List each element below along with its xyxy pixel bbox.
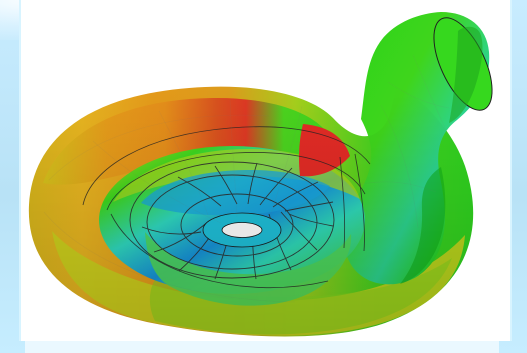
pump-render-panel [19, 0, 512, 341]
outlet-mouth-shadow [449, 26, 483, 123]
surface-shading [28, 86, 474, 337]
pump-volute-illustration [28, 12, 493, 337]
